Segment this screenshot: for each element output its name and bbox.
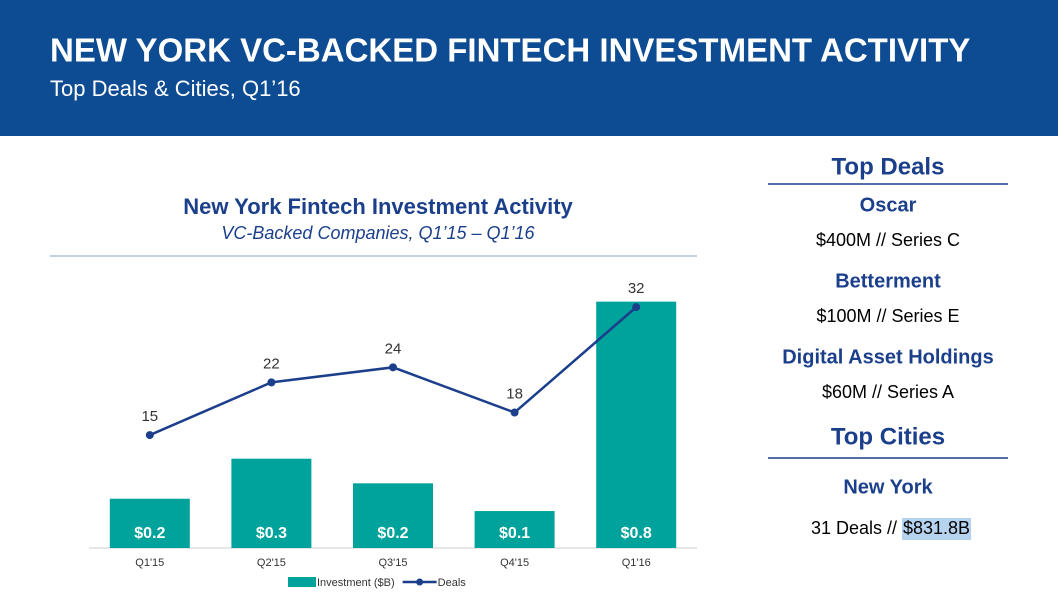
x-tick-label: Q1'16	[622, 557, 651, 569]
line-point	[389, 363, 397, 372]
bar-label: $0.3	[256, 525, 287, 542]
deal-detail: $100M // Series E	[816, 306, 959, 326]
bar-label: $0.2	[134, 525, 165, 542]
x-tick-label: Q3'15	[378, 557, 407, 569]
chart-subtitle: VC-Backed Companies, Q1’15 – Q1’16	[221, 223, 535, 243]
legend-swatch	[288, 577, 316, 587]
deals-heading: Top Deals	[832, 153, 945, 180]
legend-label: Deals	[438, 577, 467, 589]
city-name: New York	[843, 476, 933, 498]
data-label: 24	[385, 340, 402, 357]
deal-name: Betterment	[835, 270, 941, 292]
bar	[353, 483, 433, 548]
city-highlight: $831.8B	[903, 518, 970, 538]
bar	[109, 498, 190, 548]
slide-title: NEW YORK VC-BACKED FINTECH INVESTMENT AC…	[50, 32, 970, 69]
x-tick-label: Q4'15	[500, 557, 529, 569]
bar	[231, 458, 312, 548]
data-label: 18	[506, 385, 523, 402]
x-tick-label: Q1'15	[135, 557, 164, 569]
deal-detail: $60M // Series A	[822, 382, 954, 402]
city-stats: 31 Deals //	[811, 518, 897, 538]
line-point	[510, 408, 519, 417]
deal-detail: $400M // Series C	[816, 230, 960, 250]
legend-label: Investment ($B)	[317, 577, 395, 589]
chart-title: New York Fintech Investment Activity	[183, 194, 573, 219]
line-point	[145, 431, 154, 440]
highlight	[902, 518, 972, 540]
header-band	[0, 0, 1058, 136]
bar-label: $0.1	[499, 525, 530, 542]
bar-label: $0.8	[621, 525, 652, 542]
deal-name: Digital Asset Holdings	[782, 346, 994, 368]
deal-name: Oscar	[860, 194, 917, 216]
bar-label: $0.2	[377, 525, 408, 542]
data-label: 22	[263, 355, 280, 372]
bar	[474, 511, 555, 548]
legend-swatch	[416, 578, 424, 586]
bar	[596, 301, 677, 548]
line-point	[632, 303, 641, 312]
slide-subtitle: Top Deals & Cities, Q1’16	[50, 76, 301, 101]
data-label: 32	[628, 280, 645, 297]
cities-heading: Top Cities	[831, 423, 945, 450]
line-point	[267, 378, 276, 387]
data-label: 15	[141, 408, 158, 425]
x-tick-label: Q2'15	[257, 557, 286, 569]
